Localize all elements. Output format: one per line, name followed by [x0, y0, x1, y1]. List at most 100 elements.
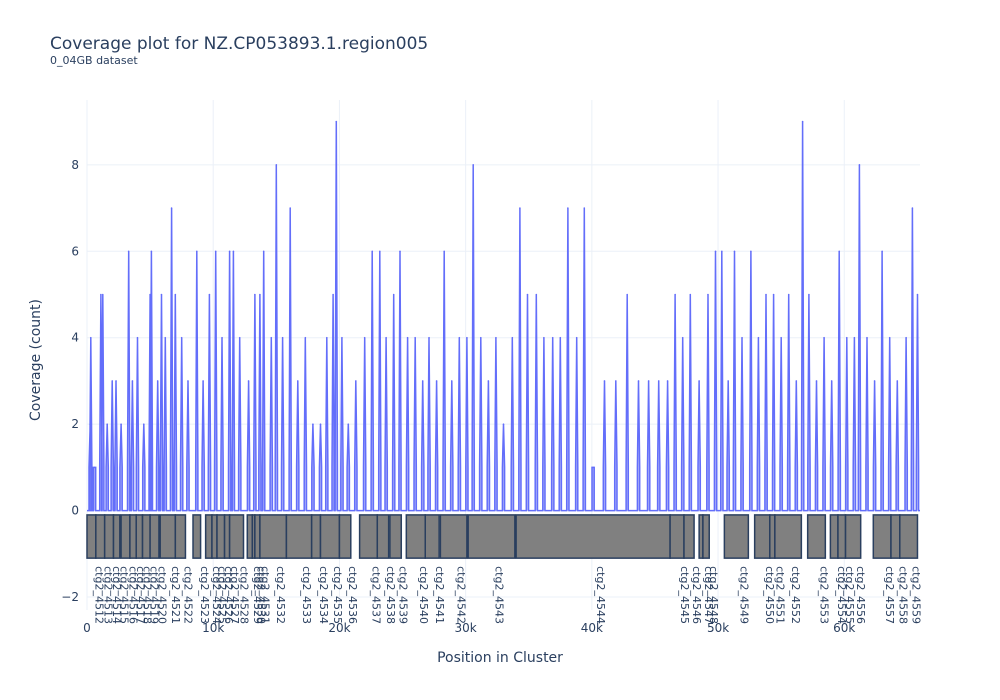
coverage-point: [479, 336, 482, 339]
coverage-point: [838, 250, 841, 253]
gene-label: ctg2_4518: [140, 566, 153, 624]
coverage-point: [866, 336, 868, 339]
gene-label: ctg2_4517: [134, 566, 147, 624]
coverage-point: [399, 250, 401, 253]
coverage-point: [414, 336, 416, 339]
coverage-point: [296, 380, 299, 382]
gene-label: ctg2_4522: [181, 566, 194, 624]
coverage-point: [89, 336, 92, 339]
coverage-point: [637, 380, 640, 382]
coverage-point: [830, 380, 833, 382]
coverage-series: [87, 120, 920, 512]
coverage-point: [721, 250, 723, 253]
coverage-point: [180, 336, 183, 339]
coverage-point: [100, 293, 102, 296]
gene-label: ctg2_4519: [147, 566, 160, 624]
gene-block: [216, 514, 226, 559]
gene-block: [769, 514, 776, 559]
gene-label: ctg2_4535: [331, 566, 344, 624]
coverage-point: [896, 380, 899, 382]
coverage-point: [312, 423, 314, 425]
coverage-point: [174, 293, 177, 296]
coverage-point: [567, 207, 569, 209]
gene-label: ctg2_4555: [843, 566, 856, 624]
coverage-point: [127, 250, 130, 253]
coverage-point: [120, 423, 122, 425]
gene-block: [405, 514, 426, 559]
chart-subtitle: 0_04GB dataset: [50, 54, 138, 67]
coverage-point: [115, 380, 117, 382]
coverage-point: [750, 250, 752, 253]
coverage-point: [136, 336, 139, 339]
coverage-point: [150, 250, 153, 253]
coverage-point: [341, 336, 343, 339]
gene-block: [149, 514, 160, 559]
gene-label: ctg2_4531: [258, 566, 271, 624]
coverage-point: [535, 293, 538, 296]
x-tick-label: 60k: [833, 621, 855, 635]
coverage-point: [808, 293, 810, 296]
gene-label: ctg2_4538: [384, 566, 397, 624]
gene-label: ctg2_4529: [251, 566, 264, 624]
gene-label: ctg2_4550: [763, 566, 776, 624]
gene-block: [135, 514, 144, 559]
gene-block: [515, 514, 671, 559]
coverage-point: [795, 380, 798, 382]
coverage-point: [421, 380, 424, 382]
coverage-point: [853, 336, 856, 339]
coverage-point: [905, 336, 907, 339]
coverage-point: [142, 423, 145, 425]
y-axis-label: Coverage (count): [28, 299, 44, 421]
coverage-point: [275, 164, 278, 166]
gene-block: [112, 514, 121, 559]
gene-block: [467, 514, 516, 559]
x-tick-label: 30k: [455, 621, 477, 635]
gene-block: [338, 514, 352, 559]
gene-block: [837, 514, 847, 559]
coverage-point: [187, 380, 189, 382]
coverage-point: [228, 250, 231, 253]
coverage-point: [615, 380, 617, 382]
coverage-point: [714, 250, 717, 253]
gene-label: ctg2_4516: [126, 566, 139, 624]
coverage-point: [733, 250, 736, 253]
coverage-point: [626, 293, 628, 296]
coverage-point: [657, 380, 660, 382]
gene-block: [683, 514, 695, 559]
gene-block: [223, 514, 231, 559]
gene-label: ctg2_4533: [300, 566, 313, 624]
coverage-point: [289, 207, 292, 209]
gene-label: ctg2_4525: [215, 566, 228, 624]
coverage-point: [815, 380, 818, 382]
gene-label: ctg2_4545: [678, 566, 691, 624]
coverage-point: [511, 336, 514, 339]
coverage-point: [873, 380, 876, 382]
gene-label: ctg2_4536: [346, 566, 359, 624]
gene-label: ctg2_4541: [433, 566, 446, 624]
coverage-point: [458, 336, 461, 339]
gene-label: ctg2_4557: [883, 566, 896, 624]
coverage-point: [502, 423, 505, 425]
gene-label: ctg2_4548: [707, 566, 720, 624]
coverage-point: [466, 336, 468, 339]
gene-block: [424, 514, 440, 559]
coverage-point: [392, 293, 395, 296]
coverage-point: [526, 293, 529, 296]
gene-label: ctg2_4515: [118, 566, 131, 624]
gene-block: [141, 514, 151, 559]
coverage-point: [281, 336, 284, 339]
gene-block: [211, 514, 218, 559]
coverage-point: [543, 336, 545, 339]
gene-label: ctg2_4553: [818, 566, 831, 624]
coverage-point: [214, 250, 217, 253]
coverage-point: [765, 293, 767, 296]
gene-label: ctg2_4559: [910, 566, 923, 624]
x-tick-label: 50k: [707, 621, 729, 635]
gene-label: ctg2_4556: [854, 566, 867, 624]
coverage-point: [666, 380, 669, 382]
coverage-point: [592, 466, 594, 469]
gene-label: ctg2_4546: [690, 566, 703, 624]
gene-label: ctg2_4528: [238, 566, 251, 624]
coverage-point: [111, 380, 114, 382]
coverage-point: [149, 293, 151, 296]
